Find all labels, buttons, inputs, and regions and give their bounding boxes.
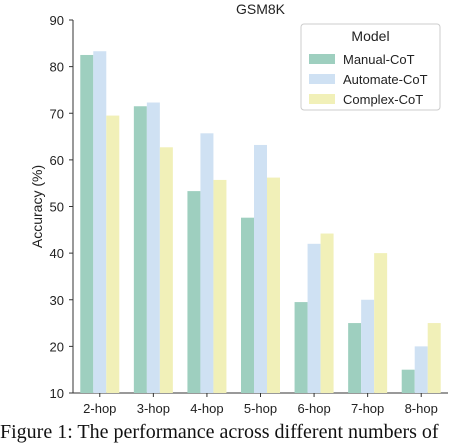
- legend-title: Model: [351, 28, 389, 44]
- legend-swatch: [309, 74, 335, 84]
- legend: Model Manual-CoT Automate-CoT Complex-CoT: [300, 23, 441, 111]
- bar-complex-cot-2-hop: [106, 115, 120, 394]
- chart-title: GSM8K: [236, 1, 286, 17]
- axes: 10 20 30 40 50 60 70 80 90 2-hop 3-hop 4-hop 5-hop 6-…: [50, 13, 448, 416]
- bar-automate-cot-7-hop: [361, 299, 375, 393]
- legend-label: Automate-CoT: [343, 72, 428, 87]
- legend-swatch: [309, 94, 335, 104]
- bar-chart: GSM8K Accuracy (%) 10 20 30 40 50 60 70 80 90 2-h…: [29, 1, 448, 416]
- bar-automate-cot-5-hop: [254, 144, 267, 393]
- y-axis-label: Accuracy (%): [29, 165, 45, 248]
- bar-automate-cot-8-hop: [414, 346, 428, 393]
- y-tick-label: 50: [50, 200, 64, 215]
- bar-manual-cot-3-hop: [133, 106, 147, 393]
- y-tick-label: 60: [50, 153, 64, 168]
- bar-manual-cot-4-hop: [187, 191, 201, 393]
- y-tick-label: 90: [50, 13, 64, 28]
- bar-complex-cot-4-hop: [213, 179, 227, 393]
- bars: [80, 51, 441, 394]
- bar-manual-cot-6-hop: [294, 302, 308, 393]
- y-tick-label: 10: [50, 386, 64, 401]
- y-tick-label: 70: [50, 106, 64, 121]
- y-tick-label: 30: [50, 293, 64, 308]
- bar-complex-cot-3-hop: [159, 147, 173, 393]
- bar-manual-cot-5-hop: [241, 217, 254, 393]
- y-tick-label: 20: [50, 339, 64, 354]
- x-tick-label: 6-hop: [297, 401, 330, 416]
- x-tick-label: 3-hop: [137, 401, 170, 416]
- figure-caption: Figure 1: The performance across differe…: [0, 421, 439, 443]
- bar-complex-cot-8-hop: [427, 323, 441, 393]
- legend-label: Manual-CoT: [343, 52, 415, 67]
- bar-automate-cot-6-hop: [307, 243, 321, 393]
- bar-automate-cot-4-hop: [200, 133, 214, 393]
- bar-manual-cot-7-hop: [348, 323, 362, 393]
- legend-label: Complex-CoT: [343, 92, 423, 107]
- x-tick-label: 8-hop: [405, 401, 438, 416]
- bar-complex-cot-5-hop: [267, 177, 280, 393]
- x-tick-label: 4-hop: [190, 401, 223, 416]
- x-tick-label: 5-hop: [244, 401, 277, 416]
- bar-manual-cot-8-hop: [401, 369, 415, 393]
- y-tick-label: 80: [50, 60, 64, 75]
- bar-complex-cot-7-hop: [374, 253, 388, 393]
- legend-swatch: [309, 54, 335, 64]
- x-tick-label: 2-hop: [83, 401, 116, 416]
- bar-complex-cot-6-hop: [320, 233, 334, 393]
- y-tick-label: 40: [50, 246, 64, 261]
- x-tick-label: 7-hop: [351, 401, 384, 416]
- legend-box: [300, 23, 441, 111]
- bar-automate-cot-2-hop: [93, 51, 107, 394]
- bar-manual-cot-2-hop: [80, 54, 94, 393]
- bar-automate-cot-3-hop: [146, 102, 160, 394]
